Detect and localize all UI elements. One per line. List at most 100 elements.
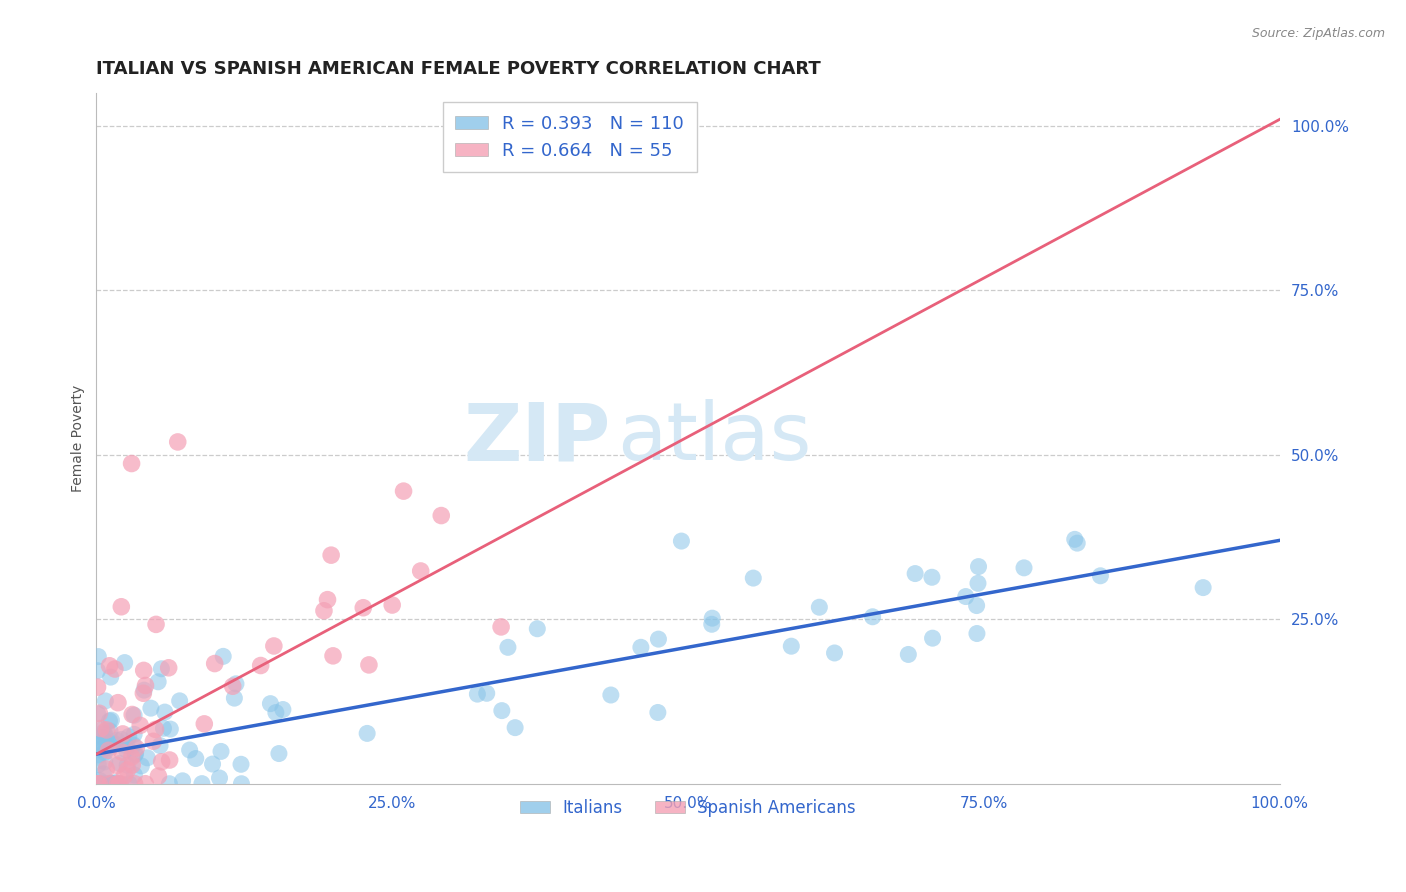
- Point: [132, 683, 155, 698]
- Point: [152, 722, 174, 736]
- Point: [259, 697, 281, 711]
- Point: [322, 648, 344, 663]
- Point: [124, 777, 146, 791]
- Point: [94, 727, 117, 741]
- Point: [150, 755, 173, 769]
- Point: [118, 777, 141, 791]
- Point: [110, 777, 132, 791]
- Point: [93, 725, 115, 739]
- Point: [191, 777, 214, 791]
- Point: [115, 739, 138, 753]
- Point: [496, 640, 519, 655]
- Point: [87, 649, 110, 664]
- Point: [321, 548, 343, 562]
- Point: [105, 733, 128, 747]
- Point: [1063, 533, 1085, 547]
- Point: [100, 776, 122, 790]
- Point: [108, 756, 131, 771]
- Point: [122, 708, 145, 723]
- Point: [96, 735, 118, 749]
- Point: [121, 457, 143, 471]
- Point: [115, 758, 138, 772]
- Point: [489, 620, 512, 634]
- Point: [166, 434, 188, 449]
- Point: [467, 687, 489, 701]
- Point: [225, 677, 247, 691]
- Point: [110, 599, 132, 614]
- Point: [90, 723, 112, 737]
- Point: [967, 576, 990, 591]
- Point: [157, 661, 180, 675]
- Point: [159, 753, 181, 767]
- Point: [122, 727, 145, 741]
- Y-axis label: Female Poverty: Female Poverty: [72, 384, 86, 492]
- Point: [921, 631, 943, 645]
- Point: [526, 622, 548, 636]
- Point: [86, 777, 108, 791]
- Point: [179, 743, 201, 757]
- Text: ITALIAN VS SPANISH AMERICAN FEMALE POVERTY CORRELATION CHART: ITALIAN VS SPANISH AMERICAN FEMALE POVER…: [97, 60, 821, 78]
- Point: [124, 747, 146, 761]
- Point: [101, 737, 124, 751]
- Point: [118, 730, 141, 744]
- Point: [125, 741, 148, 756]
- Point: [111, 745, 134, 759]
- Text: ZIP: ZIP: [464, 400, 612, 477]
- Point: [124, 747, 146, 762]
- Point: [742, 571, 765, 585]
- Point: [93, 766, 115, 780]
- Point: [87, 743, 110, 757]
- Point: [124, 768, 146, 782]
- Point: [150, 662, 173, 676]
- Point: [142, 734, 165, 748]
- Point: [129, 718, 152, 732]
- Point: [98, 777, 121, 791]
- Point: [264, 706, 287, 720]
- Point: [267, 747, 290, 761]
- Point: [212, 649, 235, 664]
- Point: [96, 723, 118, 737]
- Point: [87, 706, 110, 721]
- Point: [148, 769, 170, 783]
- Point: [86, 664, 108, 678]
- Point: [101, 777, 124, 791]
- Point: [100, 713, 122, 727]
- Point: [115, 743, 138, 757]
- Point: [271, 702, 294, 716]
- Point: [146, 674, 169, 689]
- Point: [96, 762, 118, 776]
- Point: [100, 670, 122, 684]
- Point: [862, 609, 884, 624]
- Point: [94, 777, 117, 791]
- Point: [897, 648, 920, 662]
- Point: [90, 777, 112, 791]
- Point: [111, 727, 134, 741]
- Point: [356, 726, 378, 740]
- Point: [966, 626, 988, 640]
- Point: [105, 758, 128, 772]
- Point: [114, 656, 136, 670]
- Point: [780, 639, 803, 653]
- Text: atlas: atlas: [617, 400, 811, 477]
- Point: [98, 724, 121, 739]
- Point: [503, 721, 526, 735]
- Point: [87, 757, 110, 772]
- Point: [209, 744, 232, 758]
- Point: [904, 566, 927, 581]
- Point: [104, 775, 127, 789]
- Point: [824, 646, 846, 660]
- Point: [1012, 561, 1035, 575]
- Point: [193, 717, 215, 731]
- Point: [132, 686, 155, 700]
- Point: [231, 777, 253, 791]
- Point: [263, 639, 285, 653]
- Point: [357, 657, 380, 672]
- Point: [647, 706, 669, 720]
- Point: [104, 737, 127, 751]
- Point: [921, 570, 943, 584]
- Point: [169, 694, 191, 708]
- Point: [1066, 536, 1088, 550]
- Point: [104, 777, 127, 791]
- Point: [89, 777, 111, 791]
- Point: [381, 598, 404, 612]
